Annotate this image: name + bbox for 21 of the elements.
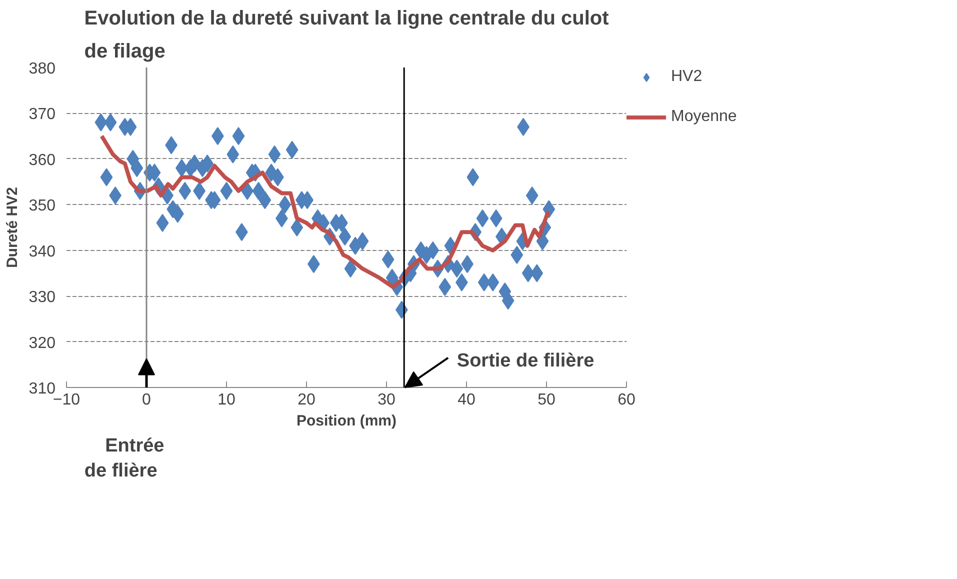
- x-tick-label: 0: [142, 392, 152, 408]
- y-tick-label: 320: [28, 334, 56, 352]
- y-tick-label: 340: [28, 243, 56, 260]
- y-tick-label: 330: [28, 289, 56, 306]
- x-axis-title: Position (mm): [296, 412, 397, 430]
- chart-title: Evolution de la dureté suivant la ligne centrale du culot de filage: [84, 8, 610, 62]
- y-tick-label: 370: [28, 106, 56, 124]
- legend-label: Moyenne: [671, 108, 737, 126]
- y-tick-label: 360: [28, 152, 56, 169]
- y-tick-label: 350: [28, 198, 56, 215]
- x-tick-label: 20: [298, 392, 316, 408]
- x-tick-label: 30: [378, 392, 396, 408]
- annotation: Entrée de flière: [84, 436, 164, 482]
- x-tick-label: 60: [618, 392, 636, 408]
- x-tick-label: 40: [458, 392, 476, 408]
- x-tick-label: 10: [218, 392, 236, 408]
- x-tick-label: 50: [538, 392, 556, 408]
- y-axis-title: Dureté HV2: [4, 187, 21, 268]
- y-tick-label: 380: [28, 60, 56, 78]
- annotation: Sortie de filière: [456, 350, 594, 372]
- legend-label: HV2: [671, 68, 702, 86]
